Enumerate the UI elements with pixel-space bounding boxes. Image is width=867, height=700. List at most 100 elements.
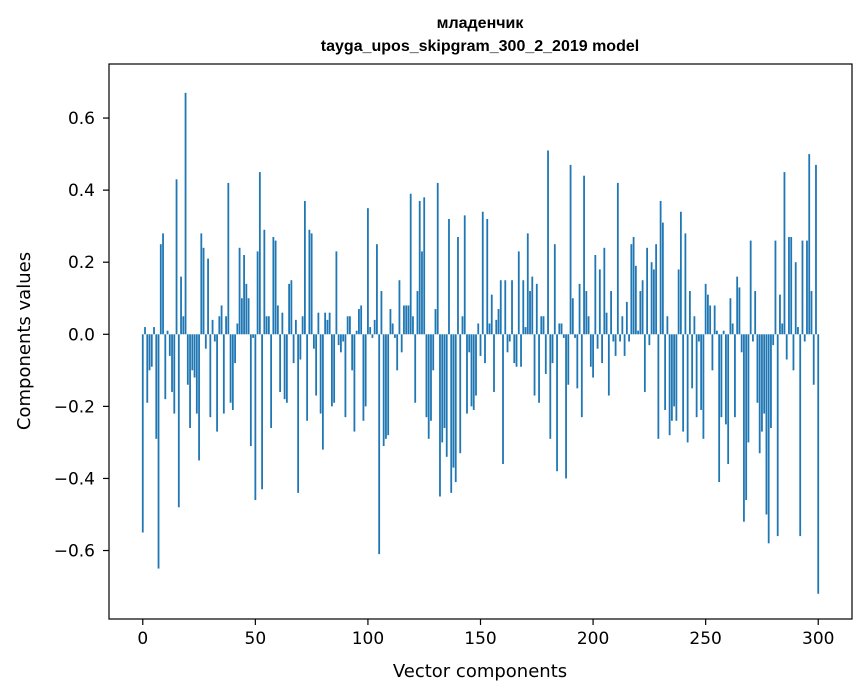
bar-75 xyxy=(310,233,313,335)
bar-137 xyxy=(450,334,453,493)
bar-143 xyxy=(463,215,466,335)
bar-295 xyxy=(806,240,808,335)
bar-5 xyxy=(153,327,155,335)
bar-216 xyxy=(628,334,630,342)
bar-49 xyxy=(252,334,254,338)
bar-209 xyxy=(612,334,615,342)
y-tick-label: 0.2 xyxy=(68,253,95,273)
bar-4 xyxy=(150,334,153,367)
bar-255 xyxy=(716,330,718,335)
bar-65 xyxy=(288,283,291,335)
bar-202 xyxy=(596,334,599,349)
bar-21 xyxy=(189,334,191,428)
x-tick-label: 300 xyxy=(802,629,834,649)
bar-101 xyxy=(369,327,372,335)
bar-6 xyxy=(155,334,158,439)
bar-113 xyxy=(396,334,399,371)
bar-217 xyxy=(630,244,633,335)
bar-130 xyxy=(434,309,437,335)
bar-226 xyxy=(650,262,653,335)
bar-221 xyxy=(639,291,642,335)
bar-44 xyxy=(240,298,243,335)
bar-280 xyxy=(772,334,775,346)
bar-133 xyxy=(441,334,444,443)
bar-239 xyxy=(679,211,682,335)
bar-188 xyxy=(565,334,567,479)
bar-123 xyxy=(418,200,421,335)
bar-97 xyxy=(360,305,363,335)
bar-125 xyxy=(423,197,426,335)
bar-193 xyxy=(576,334,579,389)
bar-223 xyxy=(643,334,646,392)
bar-174 xyxy=(533,334,536,396)
bar-244 xyxy=(691,334,694,389)
bar-259 xyxy=(725,334,727,425)
bar-260 xyxy=(727,334,730,465)
bar-208 xyxy=(610,291,612,335)
bar-120 xyxy=(412,316,414,335)
bar-0 xyxy=(141,334,144,533)
bar-246 xyxy=(695,334,698,418)
bar-61 xyxy=(279,334,282,392)
bar-300 xyxy=(817,334,820,594)
bar-11 xyxy=(166,330,169,335)
bar-25 xyxy=(198,334,200,461)
x-tick-label: 50 xyxy=(245,629,267,649)
bar-274 xyxy=(758,334,761,454)
y-tick-label: 0.6 xyxy=(68,109,95,129)
bar-153 xyxy=(486,218,489,335)
bar-99 xyxy=(364,334,367,407)
bar-197 xyxy=(585,291,588,335)
bar-294 xyxy=(803,334,806,342)
bar-117 xyxy=(405,305,408,335)
bar-121 xyxy=(414,334,417,403)
bar-10 xyxy=(164,334,167,400)
bar-53 xyxy=(261,334,263,490)
bar-150 xyxy=(479,334,482,356)
bar-198 xyxy=(587,316,590,335)
bar-286 xyxy=(785,334,788,360)
bar-86 xyxy=(335,251,338,335)
bar-270 xyxy=(749,240,752,335)
bar-190 xyxy=(569,164,572,335)
bar-257 xyxy=(720,334,723,418)
bar-251 xyxy=(707,294,709,335)
bar-225 xyxy=(648,334,651,346)
bar-41 xyxy=(234,334,236,364)
bar-82 xyxy=(326,319,329,335)
bar-219 xyxy=(634,265,637,335)
x-axis-ticks: 0 50 100 150 200 250 300 xyxy=(137,619,834,649)
bar-253 xyxy=(711,334,714,371)
bar-9 xyxy=(162,233,164,335)
bar-93 xyxy=(351,334,354,371)
bar-215 xyxy=(625,301,628,335)
bar-105 xyxy=(378,334,381,555)
bar-178 xyxy=(542,316,545,335)
bar-116 xyxy=(403,305,405,335)
bar-204 xyxy=(601,334,603,364)
bar-262 xyxy=(731,323,734,335)
chart-title: младенчик xyxy=(437,15,525,32)
bar-62 xyxy=(281,312,284,335)
bar-8 xyxy=(159,244,162,335)
bar-171 xyxy=(526,233,529,335)
bar-45 xyxy=(243,255,245,335)
bar-187 xyxy=(562,334,565,338)
bar-42 xyxy=(236,323,239,335)
bar-34 xyxy=(218,316,221,335)
bar-27 xyxy=(202,247,205,335)
bar-206 xyxy=(605,312,608,335)
bar-149 xyxy=(477,323,480,335)
bar-102 xyxy=(371,334,374,338)
bar-118 xyxy=(407,305,410,335)
bar-241 xyxy=(684,233,687,335)
bar-237 xyxy=(675,334,678,421)
bar-129 xyxy=(432,334,435,371)
x-tick-label: 0 xyxy=(137,629,148,649)
bar-165 xyxy=(513,334,516,364)
bar-92 xyxy=(349,316,351,335)
bar-23 xyxy=(193,334,196,378)
bar-298 xyxy=(812,334,815,385)
bar-108 xyxy=(385,334,387,439)
bar-83 xyxy=(328,312,331,335)
